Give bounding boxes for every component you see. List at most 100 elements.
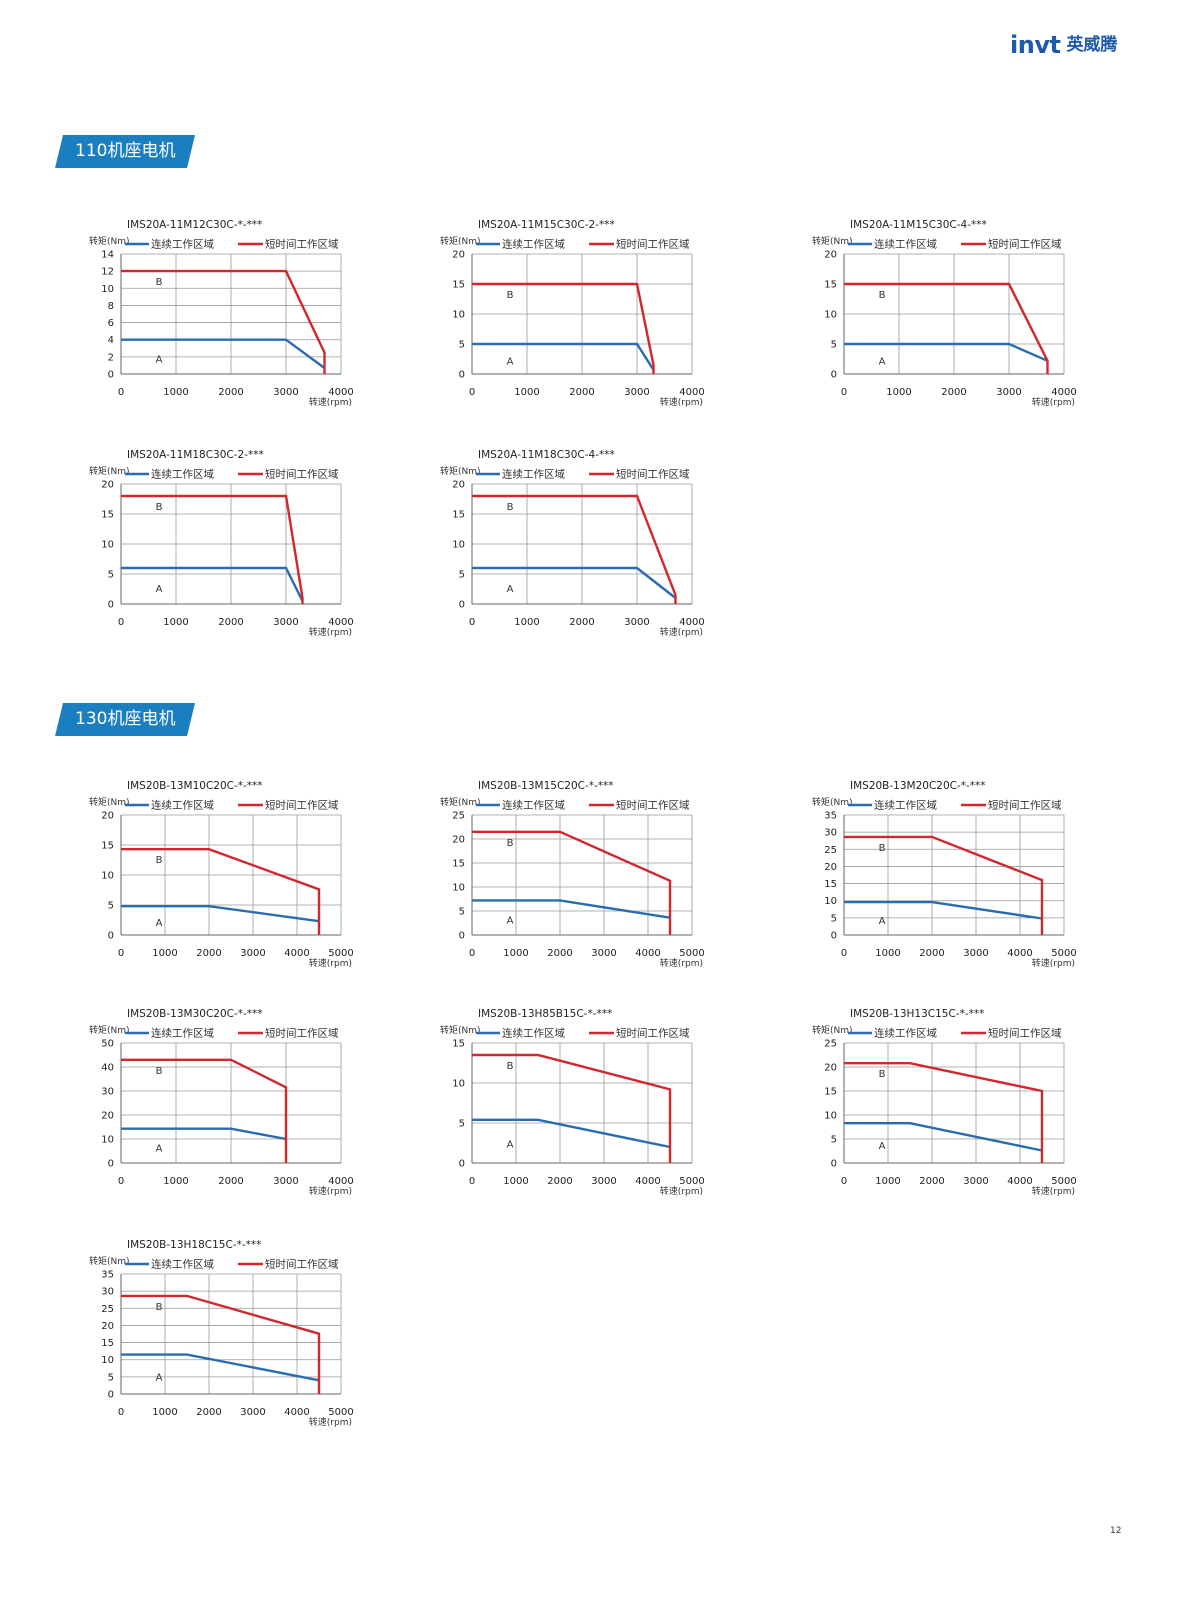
chart-ims20b-13h18c15c: IMS20B-13H18C15C-*-*** 转矩(Nm) 连续工作区域 短时间工作区…: [85, 1232, 415, 1442]
y-tick-label: 10: [824, 896, 837, 907]
x-tick-label: 0: [469, 387, 475, 398]
region-label-b: B: [507, 502, 514, 513]
y-tick-label: 0: [459, 931, 465, 942]
gridlines: [843, 814, 1065, 936]
page-number: 12: [1110, 1526, 1122, 1536]
y-tick-label: 20: [101, 1111, 114, 1122]
legend-label-continuous: 连续工作区域: [151, 238, 214, 251]
legend-label-short-term: 短时间工作区域: [988, 799, 1062, 812]
legend-label-continuous: 连续工作区域: [502, 799, 565, 812]
chart-title: IMS20B-13M30C20C-*-***: [127, 1008, 263, 1020]
x-tick-label: 4000: [1007, 948, 1032, 959]
y-tick-label: 50: [101, 1039, 114, 1050]
x-tick-label: 1000: [514, 387, 539, 398]
chart-title: IMS20A-11M18C30C-2-***: [127, 449, 264, 461]
region-label-a: A: [507, 584, 514, 595]
region-label-a: A: [507, 915, 514, 926]
y-tick-label: 10: [824, 310, 837, 321]
legend-label-continuous: 连续工作区域: [502, 238, 565, 251]
legend: 连续工作区域 短时间工作区域: [125, 1258, 339, 1271]
gridlines: [843, 1042, 1065, 1164]
y-tick-label: 15: [101, 1338, 114, 1349]
y-tick-label: 0: [831, 1159, 837, 1170]
x-tick-label: 0: [841, 1176, 847, 1187]
y-axis-label: 转矩(Nm): [440, 465, 481, 477]
y-tick-label: 15: [824, 1087, 837, 1098]
x-tick-label: 1000: [163, 617, 188, 628]
y-tick-label: 35: [101, 1270, 114, 1281]
y-tick-label: 5: [459, 907, 465, 918]
x-tick-label: 3000: [240, 948, 265, 959]
x-tick-label: 1000: [514, 617, 539, 628]
region-label-a: A: [156, 355, 163, 366]
y-tick-label: 10: [101, 1135, 114, 1146]
series-line-continuous: [472, 899, 671, 919]
gridlines: [120, 814, 342, 936]
x-tick-label: 1000: [163, 387, 188, 398]
x-axis-label: 转速(rpm): [660, 957, 703, 969]
chart-title: IMS20B-13M15C20C-*-***: [478, 780, 614, 792]
legend: 连续工作区域 短时间工作区域: [476, 468, 690, 481]
y-tick-label: 0: [108, 370, 114, 381]
chart-svg: IMS20B-13H18C15C-*-*** 转矩(Nm) 连续工作区域 短时间工作区…: [89, 1239, 354, 1428]
brand-logo: invt 英威腾: [1010, 30, 1160, 60]
x-tick-label: 1000: [152, 948, 177, 959]
y-axis-label: 转矩(Nm): [89, 796, 130, 808]
region-label-a: A: [879, 1141, 886, 1152]
x-axis-label: 转速(rpm): [309, 1185, 352, 1197]
legend-label-short-term: 短时间工作区域: [265, 1258, 339, 1271]
y-axis-label: 转矩(Nm): [89, 235, 130, 247]
series-line-short-term: [472, 1053, 672, 1163]
y-axis-label: 转矩(Nm): [89, 1024, 130, 1036]
y-tick-label: 5: [831, 1135, 837, 1146]
legend-label-continuous: 连续工作区域: [151, 1258, 214, 1271]
region-label-a: A: [507, 357, 514, 368]
x-tick-label: 4000: [635, 948, 660, 959]
y-tick-label: 25: [824, 845, 837, 856]
y-tick-label: 14: [101, 250, 114, 261]
region-label-b: B: [156, 1066, 163, 1077]
x-tick-label: 1000: [503, 948, 528, 959]
x-tick-label: 3000: [963, 1176, 988, 1187]
x-tick-label: 1000: [875, 948, 900, 959]
region-label-b: B: [879, 290, 886, 301]
x-axis-label: 转速(rpm): [660, 626, 703, 638]
chart-svg: IMS20B-13M20C20C-*-*** 转矩(Nm) 连续工作区域 短时间工作区…: [812, 780, 1077, 969]
y-tick-label: 15: [101, 510, 114, 521]
y-tick-label: 5: [831, 913, 837, 924]
chart-svg: IMS20B-13M10C20C-*-*** 转矩(Nm) 连续工作区域 短时间工作区…: [89, 780, 354, 969]
x-tick-label: 3000: [591, 1176, 616, 1187]
legend-label-short-term: 短时间工作区域: [616, 1027, 690, 1040]
y-tick-label: 10: [452, 1079, 465, 1090]
legend-label-short-term: 短时间工作区域: [616, 238, 690, 251]
y-tick-label: 20: [452, 480, 465, 491]
x-tick-label: 3000: [996, 387, 1021, 398]
x-axis-label: 转速(rpm): [1032, 957, 1075, 969]
legend: 连续工作区域 短时间工作区域: [125, 1027, 339, 1040]
y-tick-label: 25: [452, 811, 465, 822]
x-tick-label: 0: [118, 1176, 124, 1187]
chart-svg: IMS20A-11M12C30C-*-*** 转矩(Nm) 连续工作区域 短时间工作区…: [89, 219, 354, 408]
legend-label-continuous: 连续工作区域: [874, 799, 937, 812]
y-tick-label: 10: [824, 1111, 837, 1122]
legend-label-short-term: 短时间工作区域: [265, 468, 339, 481]
x-axis-label: 转速(rpm): [660, 396, 703, 408]
x-tick-label: 2000: [196, 948, 221, 959]
chart-svg: IMS20B-13H13C15C-*-*** 转矩(Nm) 连续工作区域 短时间工作区…: [812, 1008, 1077, 1197]
x-tick-label: 3000: [624, 387, 649, 398]
region-label-a: A: [156, 1372, 163, 1383]
x-tick-label: 0: [118, 948, 124, 959]
chart-svg: IMS20B-13M15C20C-*-*** 转矩(Nm) 连续工作区域 短时间工作区…: [440, 780, 705, 969]
y-tick-label: 15: [452, 280, 465, 291]
x-tick-label: 2000: [569, 387, 594, 398]
region-label-a: A: [507, 1140, 514, 1151]
region-label-b: B: [507, 1061, 514, 1072]
x-axis-label: 转速(rpm): [1032, 396, 1075, 408]
legend-label-short-term: 短时间工作区域: [988, 1027, 1062, 1040]
series-line-continuous: [472, 1118, 671, 1149]
y-tick-label: 30: [101, 1287, 114, 1298]
legend: 连续工作区域 短时间工作区域: [476, 799, 690, 812]
series-line-continuous: [121, 1353, 320, 1382]
y-tick-label: 0: [108, 1159, 114, 1170]
y-tick-label: 0: [459, 1159, 465, 1170]
